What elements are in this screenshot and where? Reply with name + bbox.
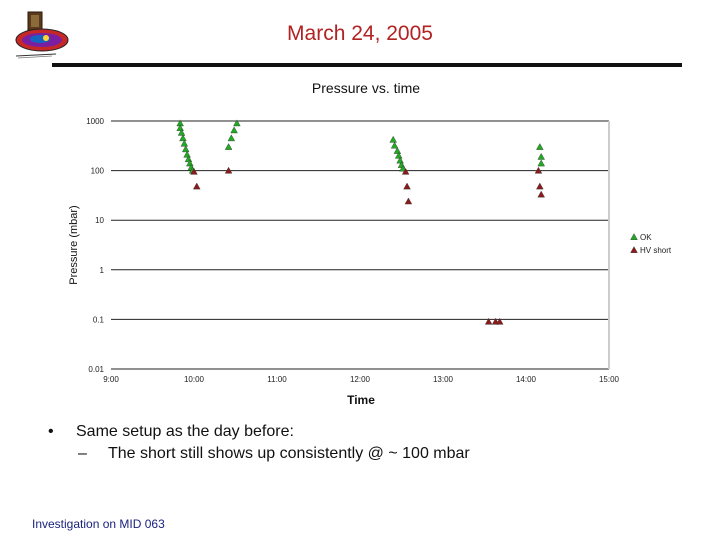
- bullet-list: • Same setup as the day before: – The sh…: [48, 421, 470, 465]
- ok-point: [181, 145, 190, 153]
- hv-short-point: [403, 182, 411, 190]
- slide-footer: Investigation on MID 063: [32, 517, 165, 531]
- ok-point: [179, 134, 187, 142]
- x-axis-label: Time: [347, 393, 375, 407]
- hv-short-point: [401, 167, 410, 175]
- bullet-item: • Same setup as the day before:: [48, 421, 470, 443]
- legend-label: HV short: [640, 246, 672, 255]
- y-tick-label: 0.01: [88, 365, 104, 374]
- y-tick-label: 1000: [86, 117, 104, 126]
- ok-point: [394, 151, 403, 159]
- x-tick-labels: 9:00 10:00 11:00 12:00 13:00 14:00 15:00: [103, 375, 619, 384]
- y-tick-label: 1: [100, 266, 105, 275]
- y-tick-label: 100: [91, 167, 105, 176]
- x-tick-label: 11:00: [267, 375, 287, 384]
- legend-label: OK: [640, 233, 652, 242]
- ok-point: [536, 143, 544, 150]
- ok-point: [230, 126, 238, 134]
- sub-bullet-item: – The short still shows up consistently …: [48, 443, 470, 465]
- chart-gridlines: [111, 120, 610, 370]
- bullet-text: Same setup as the day before:: [76, 423, 294, 440]
- sub-bullet-text: The short still shows up consistently @ …: [108, 445, 470, 462]
- ok-point: [399, 164, 407, 172]
- hv-short-point: [537, 190, 545, 198]
- hv-short-point: [495, 317, 504, 325]
- ok-point: [180, 139, 189, 147]
- hv-short-point: [484, 317, 493, 325]
- y-axis-label: Pressure (mbar): [68, 205, 80, 284]
- hv-short-point: [193, 182, 201, 190]
- hv-short-point: [224, 166, 233, 174]
- ok-point: [224, 143, 233, 150]
- ok-point: [233, 119, 241, 127]
- institution-logo: [15, 11, 69, 59]
- hv-short-point: [536, 182, 544, 190]
- ok-point: [537, 152, 545, 160]
- y-tick-label: 10: [95, 216, 104, 225]
- y-tick-labels: 1000 100 10 1 0.1 0.01: [86, 117, 104, 374]
- legend-marker: [630, 233, 638, 240]
- hv-short-point: [534, 166, 543, 174]
- data-points: [176, 119, 545, 325]
- x-tick-label: 9:00: [103, 375, 119, 384]
- title-divider: [52, 63, 682, 67]
- ok-point: [176, 124, 184, 131]
- hv-short-point: [190, 167, 198, 175]
- ok-point: [227, 134, 236, 142]
- ok-point: [389, 135, 397, 143]
- y-tick-label: 0.1: [93, 315, 105, 324]
- ok-point: [537, 159, 545, 167]
- bullet-marker: •: [48, 423, 54, 440]
- ok-point: [396, 156, 404, 164]
- x-tick-label: 10:00: [184, 375, 205, 384]
- chart-legend: OK HV short: [630, 233, 672, 255]
- ok-point: [390, 141, 399, 149]
- x-tick-label: 12:00: [350, 375, 371, 384]
- ok-point: [183, 150, 191, 158]
- x-tick-label: 14:00: [516, 375, 537, 384]
- x-tick-label: 13:00: [433, 375, 454, 384]
- legend-marker: [630, 246, 638, 253]
- ok-point: [393, 147, 402, 154]
- ok-point: [177, 128, 186, 136]
- slide-title: March 24, 2005: [287, 22, 433, 45]
- sub-bullet-marker: –: [78, 445, 87, 462]
- hv-short-point: [404, 197, 413, 205]
- chart-title: Pressure vs. time: [312, 80, 420, 96]
- x-tick-label: 15:00: [599, 375, 620, 384]
